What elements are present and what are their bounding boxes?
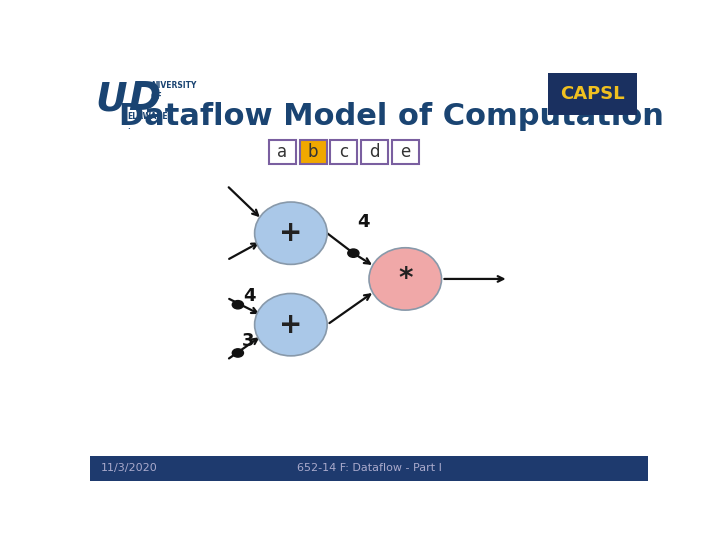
FancyBboxPatch shape — [330, 140, 357, 164]
Text: 652-14 F: Dataflow - Part I: 652-14 F: Dataflow - Part I — [297, 463, 441, 473]
FancyBboxPatch shape — [300, 140, 327, 164]
Circle shape — [233, 301, 243, 309]
Text: +: + — [279, 310, 302, 339]
FancyBboxPatch shape — [90, 456, 648, 481]
Ellipse shape — [369, 248, 441, 310]
Ellipse shape — [255, 202, 327, 265]
Text: d: d — [369, 143, 380, 161]
FancyBboxPatch shape — [269, 140, 296, 164]
FancyBboxPatch shape — [361, 140, 388, 164]
Text: 11/3/2020: 11/3/2020 — [101, 463, 158, 473]
Text: b: b — [308, 143, 318, 161]
Text: c: c — [339, 143, 348, 161]
Text: e: e — [400, 143, 410, 161]
Text: 4: 4 — [356, 213, 369, 231]
Circle shape — [348, 249, 359, 258]
Text: Dataflow Model of Computation: Dataflow Model of Computation — [119, 102, 664, 131]
Text: a: a — [277, 143, 287, 161]
Text: 4: 4 — [243, 287, 256, 305]
Text: *: * — [398, 265, 413, 293]
Ellipse shape — [255, 294, 327, 356]
Text: 3: 3 — [242, 332, 254, 350]
FancyBboxPatch shape — [392, 140, 418, 164]
Circle shape — [233, 349, 243, 357]
Text: +: + — [279, 219, 302, 247]
